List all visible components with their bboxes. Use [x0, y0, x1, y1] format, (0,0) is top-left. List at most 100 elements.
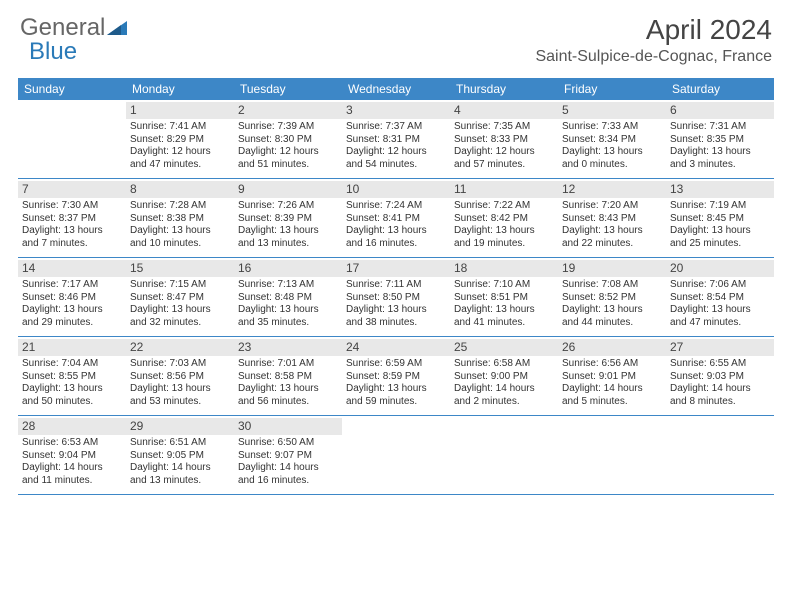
sunrise-line: Sunrise: 7:35 AM	[454, 121, 554, 134]
day-number: 24	[342, 339, 450, 356]
daylight-line: Daylight: 13 hours and 25 minutes.	[670, 225, 770, 250]
title-block: April 2024 Saint-Sulpice-de-Cognac, Fran…	[535, 14, 772, 66]
daylight-line: Daylight: 12 hours and 54 minutes.	[346, 146, 446, 171]
sunrise-line: Sunrise: 7:11 AM	[346, 279, 446, 292]
sunset-line: Sunset: 8:31 PM	[346, 134, 446, 147]
sunset-line: Sunset: 8:33 PM	[454, 134, 554, 147]
sunset-line: Sunset: 8:59 PM	[346, 371, 446, 384]
sunrise-line: Sunrise: 7:06 AM	[670, 279, 770, 292]
sunrise-line: Sunrise: 7:39 AM	[238, 121, 338, 134]
day-cell: 8Sunrise: 7:28 AMSunset: 8:38 PMDaylight…	[126, 179, 234, 257]
sunset-line: Sunset: 8:34 PM	[562, 134, 662, 147]
sunset-line: Sunset: 8:39 PM	[238, 213, 338, 226]
daylight-line: Daylight: 13 hours and 22 minutes.	[562, 225, 662, 250]
daylight-line: Daylight: 12 hours and 51 minutes.	[238, 146, 338, 171]
daylight-line: Daylight: 12 hours and 57 minutes.	[454, 146, 554, 171]
sunset-line: Sunset: 9:03 PM	[670, 371, 770, 384]
day-cell: 17Sunrise: 7:11 AMSunset: 8:50 PMDayligh…	[342, 258, 450, 336]
day-header-cell: Tuesday	[234, 78, 342, 100]
daylight-line: Daylight: 13 hours and 29 minutes.	[22, 304, 122, 329]
sunset-line: Sunset: 9:04 PM	[22, 450, 122, 463]
day-number: 4	[450, 102, 558, 119]
daylight-line: Daylight: 13 hours and 56 minutes.	[238, 383, 338, 408]
day-header-cell: Monday	[126, 78, 234, 100]
day-cell: 20Sunrise: 7:06 AMSunset: 8:54 PMDayligh…	[666, 258, 774, 336]
day-cell: 18Sunrise: 7:10 AMSunset: 8:51 PMDayligh…	[450, 258, 558, 336]
daylight-line: Daylight: 13 hours and 3 minutes.	[670, 146, 770, 171]
day-cell	[666, 416, 774, 494]
day-cell: 3Sunrise: 7:37 AMSunset: 8:31 PMDaylight…	[342, 100, 450, 178]
sunset-line: Sunset: 8:46 PM	[22, 292, 122, 305]
sunset-line: Sunset: 8:37 PM	[22, 213, 122, 226]
daylight-line: Daylight: 13 hours and 41 minutes.	[454, 304, 554, 329]
day-number: 18	[450, 260, 558, 277]
logo-text-blue: Blue	[29, 38, 77, 65]
day-cell: 14 Sunrise: 7:17 AMSunset: 8:46 PMDayligh…	[18, 258, 126, 336]
daylight-line: Daylight: 13 hours and 7 minutes.	[22, 225, 122, 250]
empty-day	[666, 418, 774, 435]
daylight-line: Daylight: 14 hours and 5 minutes.	[562, 383, 662, 408]
sunrise-line: Sunrise: 6:55 AM	[670, 358, 770, 371]
sunrise-line: Sunrise: 6:51 AM	[130, 437, 230, 450]
empty-day	[450, 418, 558, 435]
day-number: 25	[450, 339, 558, 356]
day-cell	[558, 416, 666, 494]
day-number: 2	[234, 102, 342, 119]
day-number: 27	[666, 339, 774, 356]
sunrise-line: Sunrise: 7:03 AM	[130, 358, 230, 371]
sunrise-line: Sunrise: 7:17 AM	[22, 279, 122, 292]
week-row: 28Sunrise: 6:53 AMSunset: 9:04 PMDayligh…	[18, 416, 774, 495]
day-header-cell: Sunday	[18, 78, 126, 100]
daylight-line: Daylight: 13 hours and 53 minutes.	[130, 383, 230, 408]
day-number: 7	[18, 181, 126, 198]
day-header-cell: Friday	[558, 78, 666, 100]
sunset-line: Sunset: 9:07 PM	[238, 450, 338, 463]
sunrise-line: Sunrise: 7:22 AM	[454, 200, 554, 213]
logo-blue-row: Blue	[29, 38, 77, 66]
day-number: 10	[342, 181, 450, 198]
sunset-line: Sunset: 8:47 PM	[130, 292, 230, 305]
day-cell: 19Sunrise: 7:08 AMSunset: 8:52 PMDayligh…	[558, 258, 666, 336]
day-number: 16	[234, 260, 342, 277]
daylight-line: Daylight: 13 hours and 0 minutes.	[562, 146, 662, 171]
day-cell: 12Sunrise: 7:20 AMSunset: 8:43 PMDayligh…	[558, 179, 666, 257]
sunset-line: Sunset: 8:52 PM	[562, 292, 662, 305]
daylight-line: Daylight: 13 hours and 16 minutes.	[346, 225, 446, 250]
sunset-line: Sunset: 8:29 PM	[130, 134, 230, 147]
sunrise-line: Sunrise: 7:15 AM	[130, 279, 230, 292]
daylight-line: Daylight: 14 hours and 11 minutes.	[22, 462, 122, 487]
daylight-line: Daylight: 14 hours and 16 minutes.	[238, 462, 338, 487]
week-row: 1Sunrise: 7:41 AMSunset: 8:29 PMDaylight…	[18, 100, 774, 179]
sunrise-line: Sunrise: 6:58 AM	[454, 358, 554, 371]
daylight-line: Daylight: 13 hours and 10 minutes.	[130, 225, 230, 250]
day-cell: 9 Sunrise: 7:26 AMSunset: 8:39 PMDaylight…	[234, 179, 342, 257]
week-row: 7Sunrise: 7:30 AMSunset: 8:37 PMDaylight…	[18, 179, 774, 258]
day-number: 20	[666, 260, 774, 277]
day-number: 29	[126, 418, 234, 435]
day-cell: 2Sunrise: 7:39 AMSunset: 8:30 PMDaylight…	[234, 100, 342, 178]
day-number: 14	[18, 260, 126, 277]
month-title: April 2024	[535, 14, 772, 46]
daylight-line: Daylight: 13 hours and 35 minutes.	[238, 304, 338, 329]
daylight-line: Daylight: 13 hours and 47 minutes.	[670, 304, 770, 329]
sunrise-line: Sunrise: 7:31 AM	[670, 121, 770, 134]
day-number: 21	[18, 339, 126, 356]
day-number: 15	[126, 260, 234, 277]
sunrise-line: Sunrise: 6:50 AM	[238, 437, 338, 450]
sunrise-line: Sunrise: 7:33 AM	[562, 121, 662, 134]
day-cell: 26Sunrise: 6:56 AMSunset: 9:01 PMDayligh…	[558, 337, 666, 415]
daylight-line: Daylight: 14 hours and 8 minutes.	[670, 383, 770, 408]
daylight-line: Daylight: 13 hours and 59 minutes.	[346, 383, 446, 408]
day-cell	[18, 100, 126, 178]
sunrise-line: Sunrise: 7:26 AM	[238, 200, 338, 213]
week-row: 14Sunrise: 7:17 AMSunset: 8:46 PMDayligh…	[18, 258, 774, 337]
day-number: 9	[234, 181, 342, 198]
day-cell: 29Sunrise: 6:51 AMSunset: 9:05 PMDayligh…	[126, 416, 234, 494]
sunrise-line: Sunrise: 7:30 AM	[22, 200, 122, 213]
daylight-line: Daylight: 13 hours and 13 minutes.	[238, 225, 338, 250]
sunrise-line: Sunrise: 6:53 AM	[22, 437, 122, 450]
day-cell: 4 Sunrise: 7:35 AMSunset: 8:33 PMDaylight…	[450, 100, 558, 178]
day-header-cell: Wednesday	[342, 78, 450, 100]
empty-day	[342, 418, 450, 435]
sunrise-line: Sunrise: 7:13 AM	[238, 279, 338, 292]
